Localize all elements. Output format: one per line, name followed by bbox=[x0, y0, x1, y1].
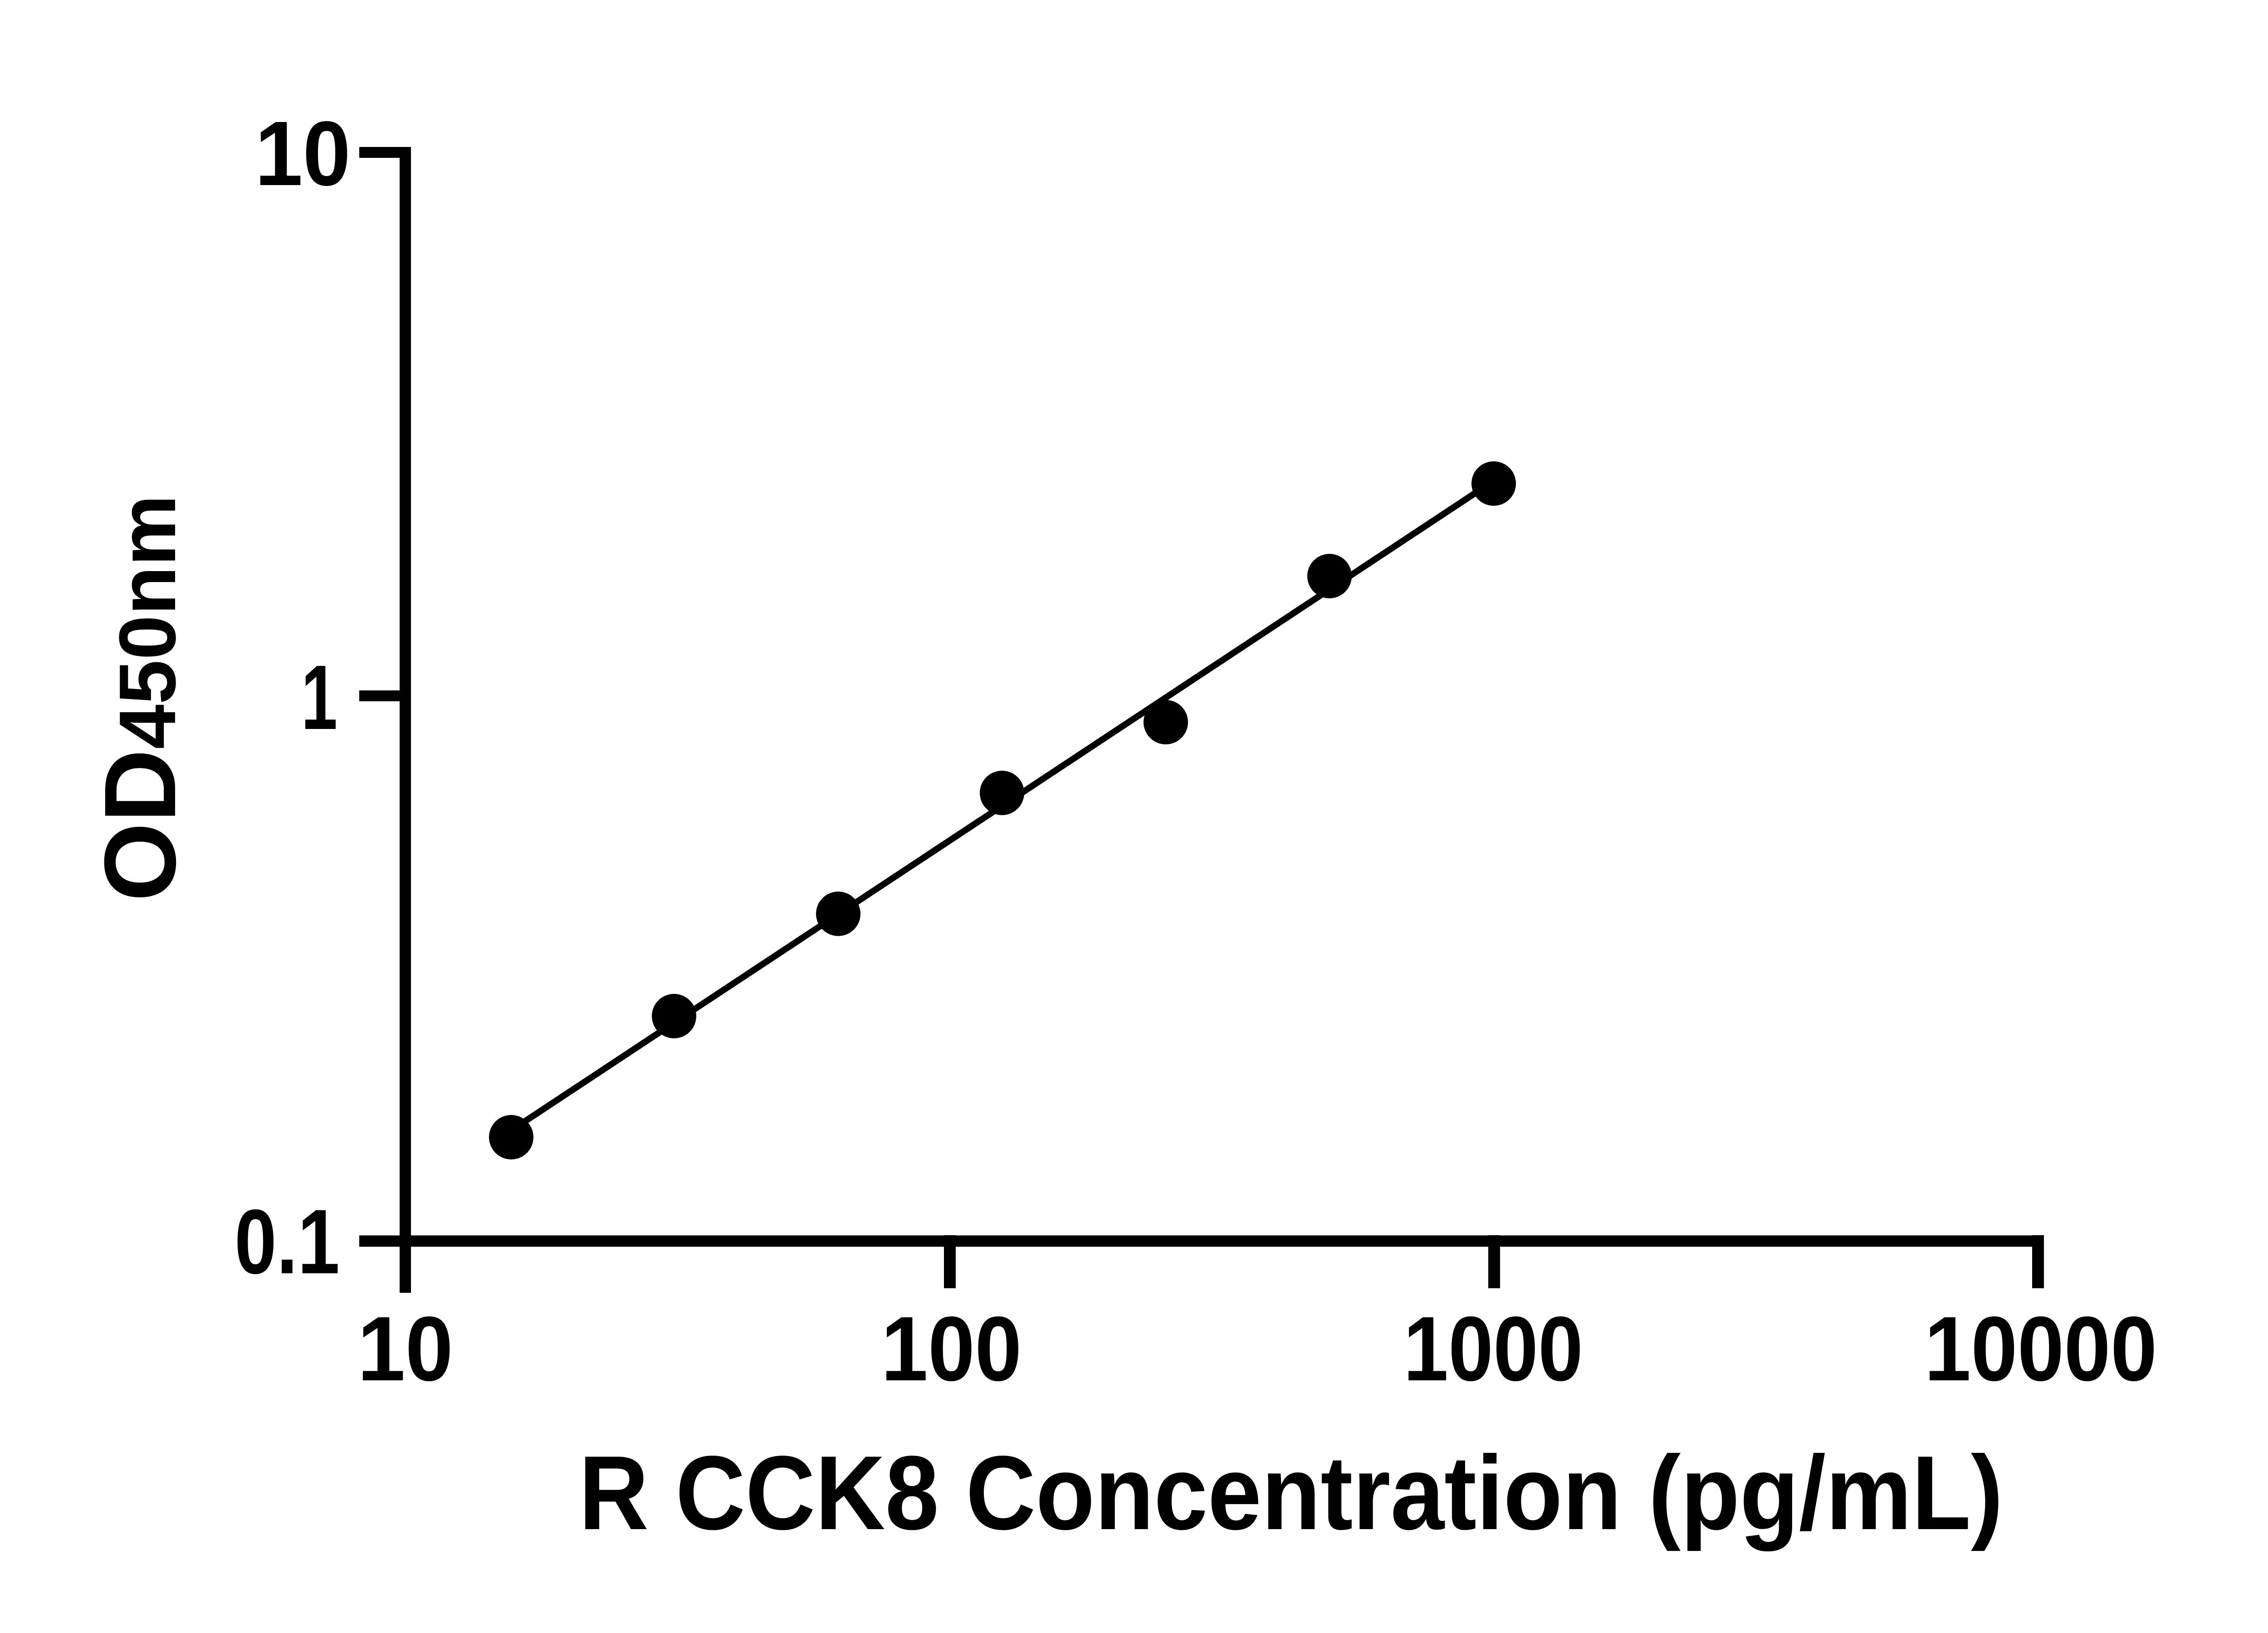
svg-text:0.1: 0.1 bbox=[235, 1190, 340, 1293]
svg-text:R CCK8 Concentration (pg/mL): R CCK8 Concentration (pg/mL) bbox=[579, 1434, 2003, 1552]
svg-text:100: 100 bbox=[881, 1297, 1022, 1400]
svg-text:1: 1 bbox=[301, 646, 337, 748]
svg-text:10000: 10000 bbox=[1925, 1297, 2157, 1400]
svg-text:10: 10 bbox=[357, 1297, 453, 1400]
svg-text:OD450nm: OD450nm bbox=[83, 495, 197, 902]
svg-text:1000: 1000 bbox=[1403, 1297, 1583, 1400]
svg-text:10: 10 bbox=[255, 102, 351, 205]
